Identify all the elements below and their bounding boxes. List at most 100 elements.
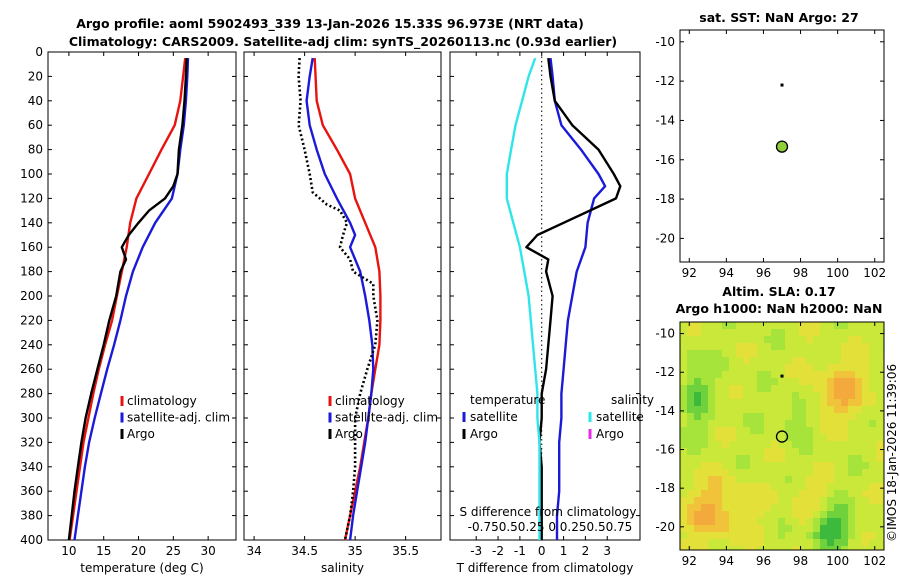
sla-cell bbox=[862, 518, 869, 525]
sla-cell bbox=[806, 546, 813, 550]
sla-cell bbox=[785, 329, 792, 336]
sla-cell bbox=[743, 371, 750, 378]
sla-cell bbox=[869, 448, 876, 455]
sla-cell bbox=[869, 336, 876, 343]
sla-cell bbox=[848, 329, 855, 336]
sla-cell bbox=[757, 392, 764, 399]
sla-cell bbox=[722, 336, 729, 343]
sla-cell bbox=[680, 378, 687, 385]
sla-cell bbox=[876, 490, 883, 497]
sla-cell bbox=[848, 357, 855, 364]
sla-cell bbox=[708, 350, 715, 357]
sla-cell bbox=[687, 399, 694, 406]
sla-cell bbox=[862, 434, 869, 441]
sla-cell bbox=[708, 476, 715, 483]
sla-cell bbox=[701, 413, 708, 420]
sla-cell bbox=[680, 511, 687, 518]
sla-cell bbox=[792, 329, 799, 336]
sla-cell bbox=[715, 469, 722, 476]
sla-cell bbox=[855, 399, 862, 406]
sla-cell bbox=[722, 399, 729, 406]
sla-cell bbox=[750, 371, 757, 378]
sla-cell bbox=[743, 525, 750, 532]
y-tick-label: -20 bbox=[655, 231, 675, 245]
sla-cell bbox=[848, 350, 855, 357]
sla-cell bbox=[715, 462, 722, 469]
sla-cell bbox=[806, 448, 813, 455]
sla-cell bbox=[771, 455, 778, 462]
sla-cell bbox=[834, 504, 841, 511]
sla-cell bbox=[743, 343, 750, 350]
sla-cell bbox=[687, 406, 694, 413]
x-tick-label: 25 bbox=[166, 544, 181, 558]
sla-cell bbox=[687, 469, 694, 476]
sla-cell bbox=[771, 399, 778, 406]
sla-cell bbox=[876, 462, 883, 469]
temperature-panel: 0 20 40 60 80 100 120 140 160 180 200 220 240 260 280 3… bbox=[20, 45, 237, 575]
sla-cell bbox=[855, 448, 862, 455]
sla-cell bbox=[701, 392, 708, 399]
sla-cell bbox=[834, 385, 841, 392]
sla-cell bbox=[736, 518, 743, 525]
x-tick-label: -3 bbox=[470, 544, 482, 558]
sla-cell bbox=[827, 462, 834, 469]
sla-cell bbox=[855, 441, 862, 448]
sla-cell bbox=[771, 371, 778, 378]
sla-cell bbox=[736, 427, 743, 434]
sla-cell bbox=[806, 329, 813, 336]
sla-cell bbox=[813, 518, 820, 525]
x-tick-label: 10 bbox=[61, 544, 76, 558]
sla-cell bbox=[722, 392, 729, 399]
sla-cell bbox=[799, 392, 806, 399]
sla-cell bbox=[764, 434, 771, 441]
sla-cell bbox=[834, 511, 841, 518]
sla-cell bbox=[869, 497, 876, 504]
sla-cell bbox=[820, 357, 827, 364]
sla-cell bbox=[722, 532, 729, 539]
y-tick-label: -14 bbox=[655, 113, 675, 127]
sla-cell bbox=[701, 532, 708, 539]
sla-cell bbox=[757, 434, 764, 441]
sla-cell bbox=[813, 329, 820, 336]
sla-cell bbox=[778, 525, 785, 532]
sla-cell bbox=[694, 364, 701, 371]
sla-cell bbox=[729, 336, 736, 343]
sla-cell bbox=[708, 413, 715, 420]
sla-cell bbox=[757, 322, 764, 329]
sla-cell bbox=[736, 329, 743, 336]
sla-cell bbox=[729, 392, 736, 399]
sla-cell bbox=[820, 483, 827, 490]
sla-cell bbox=[827, 406, 834, 413]
y-tick-label: 0 bbox=[35, 45, 43, 59]
sla-cell bbox=[743, 469, 750, 476]
sla-cell bbox=[687, 532, 694, 539]
sla-cell bbox=[736, 322, 743, 329]
sla-cell bbox=[792, 455, 799, 462]
sla-cell bbox=[743, 392, 750, 399]
sla-cell bbox=[694, 385, 701, 392]
sla-cell bbox=[862, 546, 869, 550]
series-line-s-satellite bbox=[505, 57, 541, 540]
salinity-panel: 34 34.5 35 35.5 salinity climatology satellite… bbox=[243, 51, 442, 575]
sla-cell bbox=[750, 497, 757, 504]
sla-cell bbox=[876, 525, 883, 532]
sla-cell bbox=[757, 525, 764, 532]
x-tick-label: 15 bbox=[96, 544, 111, 558]
sla-cell bbox=[750, 525, 757, 532]
sla-cell bbox=[785, 532, 792, 539]
sla-cell bbox=[876, 448, 883, 455]
sla-cell bbox=[680, 343, 687, 350]
sla-cell bbox=[778, 455, 785, 462]
sla-cell bbox=[813, 336, 820, 343]
legend-label: Argo bbox=[127, 427, 155, 441]
sla-cell bbox=[876, 399, 883, 406]
sla-cell bbox=[778, 441, 785, 448]
sla-cell bbox=[750, 511, 757, 518]
sla-cell bbox=[736, 483, 743, 490]
sla-cell bbox=[827, 343, 834, 350]
sla-cell bbox=[736, 532, 743, 539]
sla-cell bbox=[743, 434, 750, 441]
sla-cell bbox=[799, 497, 806, 504]
sla-cell bbox=[862, 504, 869, 511]
sla-cell bbox=[701, 322, 708, 329]
